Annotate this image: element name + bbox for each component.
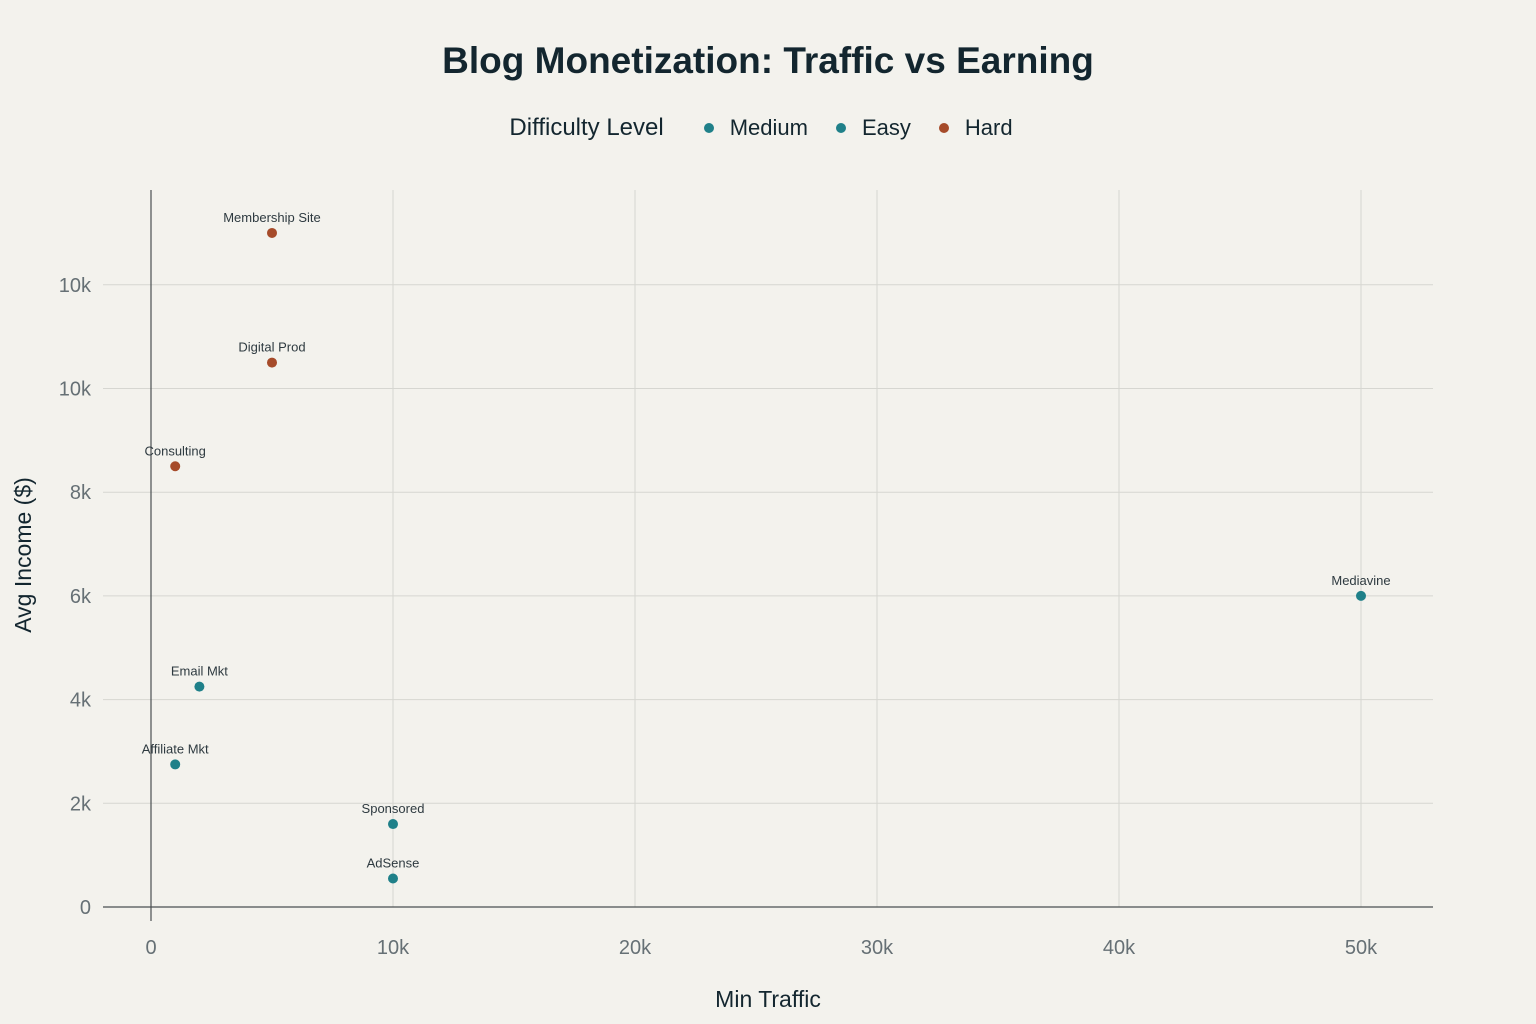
legend: Difficulty Level Medium Easy Hard bbox=[0, 114, 1536, 142]
data-point bbox=[194, 681, 205, 692]
x-axis-title: Min Traffic bbox=[715, 986, 821, 1012]
y-tick-label: 10k bbox=[59, 275, 92, 297]
y-tick-label: 8k bbox=[70, 482, 92, 504]
data-point bbox=[388, 819, 398, 830]
legend-title: Difficulty Level bbox=[509, 114, 664, 141]
data-point bbox=[267, 227, 277, 238]
x-tick-label: 40k bbox=[1103, 937, 1136, 959]
legend-marker-medium bbox=[703, 123, 714, 133]
legend-label-easy: Easy bbox=[861, 115, 911, 140]
axes bbox=[103, 190, 1433, 921]
data-point-label: Sponsored bbox=[362, 801, 425, 816]
legend-label-hard: Hard bbox=[964, 115, 1013, 140]
data-point-label: Membership Site bbox=[223, 210, 321, 225]
y-axis-title: Avg Income ($) bbox=[10, 477, 36, 633]
data-point-label: Consulting bbox=[144, 443, 205, 458]
data-point bbox=[1356, 590, 1366, 601]
tick-labels: 0 10k 20k 30k 40k 50k 0 2k 4k 6k 8k 10k 10k bbox=[59, 275, 1378, 959]
gridlines bbox=[103, 190, 1433, 907]
data-point bbox=[388, 873, 398, 884]
data-point bbox=[170, 759, 181, 770]
legend-item-easy[interactable]: Easy bbox=[835, 115, 911, 141]
data-point bbox=[170, 461, 181, 472]
legend-item-medium[interactable]: Medium bbox=[703, 115, 808, 141]
y-tick-label: 2k bbox=[70, 793, 92, 815]
data-point-label: Mediavine bbox=[1331, 573, 1390, 588]
x-tick-label: 10k bbox=[377, 937, 410, 959]
data-point-label: Digital Prod bbox=[238, 340, 305, 355]
legend-item-hard[interactable]: Hard bbox=[938, 115, 1013, 141]
data-point-label: AdSense bbox=[367, 855, 420, 870]
x-tick-label: 30k bbox=[861, 937, 894, 959]
y-tick-label: 4k bbox=[70, 690, 92, 712]
legend-label-medium: Medium bbox=[729, 115, 808, 140]
legend-marker-hard bbox=[938, 123, 949, 133]
chart-title: Blog Monetization: Traffic vs Earning bbox=[442, 40, 1094, 81]
data-points: Mediavine Email Mkt Sponsored Affiliate Mkt… bbox=[142, 210, 1391, 884]
x-tick-label: 50k bbox=[1345, 937, 1378, 959]
data-point-label: Email Mkt bbox=[171, 664, 228, 679]
data-point-label: Affiliate Mkt bbox=[142, 741, 209, 756]
x-tick-label: 0 bbox=[145, 937, 156, 959]
data-point bbox=[267, 357, 277, 368]
legend-marker-easy bbox=[835, 123, 846, 133]
y-tick-label: 10k bbox=[59, 379, 92, 401]
y-tick-label: 6k bbox=[70, 586, 92, 608]
x-tick-label: 20k bbox=[619, 937, 652, 959]
y-tick-label: 0 bbox=[80, 897, 91, 919]
